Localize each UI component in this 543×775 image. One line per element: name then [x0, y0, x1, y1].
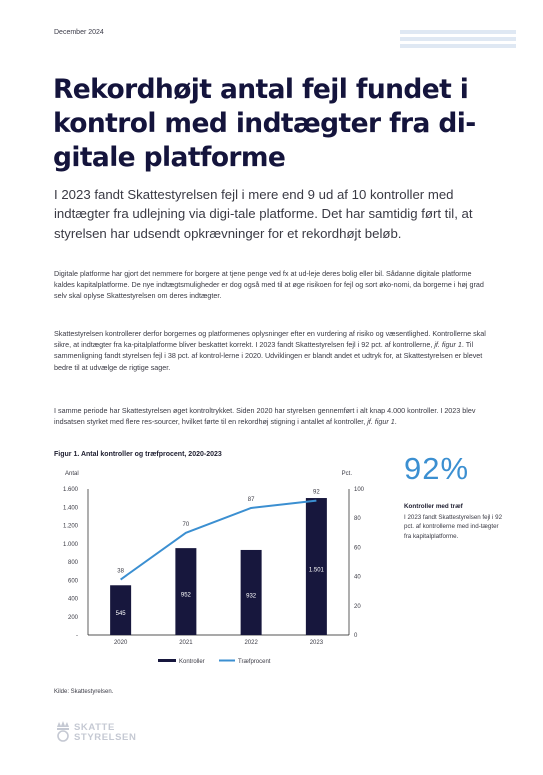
kpi-description: I 2023 fandt Skattestyrelsen fejl i 92 p… [404, 514, 503, 540]
legend-label-kontroller: Kontroller [179, 659, 205, 665]
line-value-label: 38 [117, 569, 124, 575]
bar-kontroller [240, 549, 262, 635]
y2-tick-label: 100 [354, 487, 365, 493]
kpi-label: Kontroller med træf [404, 503, 463, 510]
line-traefprocent [120, 499, 317, 581]
body-paragraph-2: Skattestyrelsen kontrollerer derfor borg… [54, 328, 486, 373]
figure-reference: jf. figur 1 [367, 417, 395, 427]
y-tick-label: 1.400 [63, 505, 79, 511]
logo-line-2: STYRELSEN [74, 732, 137, 743]
decorative-stripe [400, 30, 516, 34]
crown-logo-icon [57, 721, 69, 742]
figure-title: Figur 1. Antal kontroller og træfprocent… [54, 451, 222, 458]
line-value-label: 87 [248, 497, 255, 503]
x-tick-label: 2022 [244, 640, 258, 646]
page-title: Rekordhøjt antal fejl fundet i kontrol m… [53, 74, 476, 173]
y-tick-label: 400 [68, 597, 79, 603]
figure-source: Kilde: Skattestyrelsen. [54, 689, 114, 695]
x-tick-label: 2021 [179, 640, 193, 646]
y2-axis-label: Pct. [342, 471, 353, 477]
kpi-value: 92% [404, 451, 470, 486]
legend-swatch-kontroller [158, 659, 176, 662]
y-tick-label: 200 [68, 615, 79, 621]
logo-wordmark: SKATTE STYRELSEN [74, 723, 136, 743]
lead-paragraph: I 2023 fandt Skattestyrelsen fejl i mere… [54, 187, 473, 241]
y-tick-label: 600 [68, 578, 79, 584]
y2-tick-label: 0 [354, 633, 358, 639]
bar-value-label: 932 [246, 593, 257, 599]
decorative-stripe [400, 44, 516, 48]
legend-label-traefprocent: Træfprocent [238, 659, 271, 665]
line-value-label: 92 [313, 490, 320, 496]
bar-kontroller [110, 585, 132, 635]
body-paragraph-3: I samme periode har Skattestyrelsen øget… [54, 405, 486, 427]
logo-line-1: SKATTE [74, 722, 115, 733]
x-tick-label: 2020 [114, 640, 128, 646]
decorative-stripe [400, 37, 516, 41]
chart-kontroller-traefprocent: Antal Pct. -2004006008001.0001.2001.4001… [63, 471, 365, 665]
y-tick-label: 1.200 [63, 524, 79, 530]
paragraph-text: . Til sammenligning fandt styrelsen fejl… [54, 340, 483, 372]
bar-value-label: 545 [116, 611, 127, 617]
y-axis-label: Antal [65, 471, 79, 477]
bar-value-label: 1.501 [309, 568, 325, 574]
bar-kontroller [305, 498, 327, 635]
y-tick-label: 1.600 [63, 487, 79, 493]
paragraph-text: . [394, 417, 397, 427]
paragraph-text: Digitale platforme har gjort det nemmere… [54, 269, 484, 301]
line-value-label: 70 [183, 522, 190, 528]
publication-date: December 2024 [54, 29, 104, 36]
y-tick-label: - [76, 633, 78, 639]
y2-tick-label: 60 [354, 545, 361, 551]
body-paragraph-1: Digitale platforme har gjort det nemmere… [54, 268, 486, 302]
paragraph-text: I samme periode har Skattestyrelsen øget… [54, 406, 476, 427]
y2-tick-label: 80 [354, 516, 361, 522]
bar-kontroller [175, 548, 197, 635]
x-tick-label: 2023 [310, 640, 324, 646]
y-tick-label: 1.000 [63, 542, 79, 548]
figure-reference: jf. figur 1 [434, 340, 462, 350]
paragraph-text: Skattestyrelsen kontrollerer derfor borg… [54, 329, 486, 350]
y-tick-label: 800 [68, 560, 79, 566]
bar-value-label: 952 [181, 593, 192, 599]
y2-tick-label: 20 [354, 604, 361, 610]
y2-tick-label: 40 [354, 575, 361, 581]
